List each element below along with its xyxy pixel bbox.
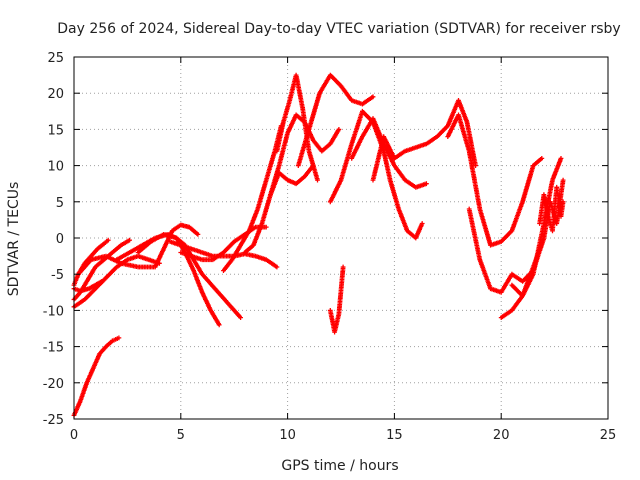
x-axis-label: GPS time / hours	[281, 458, 398, 474]
data-series-track-17	[327, 264, 346, 335]
data-series-track-08	[135, 232, 243, 320]
y-tick-label: -10	[43, 304, 64, 319]
y-tick-label: -15	[43, 341, 64, 356]
data-series-track-19	[370, 98, 478, 183]
x-tick-label: 0	[70, 428, 78, 443]
y-axis-ticks: -25 -20 -15 -10 -5 0 5 10 15 20 25	[43, 51, 608, 428]
chart-title: Day 256 of 2024, Sidereal Day-to-day VTE…	[57, 21, 620, 37]
y-tick-label: -5	[51, 268, 64, 283]
x-tick-label: 10	[279, 428, 296, 443]
y-tick-label: 5	[56, 196, 64, 211]
y-tick-label: 10	[47, 160, 64, 175]
data-series-track-21	[466, 206, 547, 295]
data-series-track-20	[445, 112, 545, 248]
y-tick-label: -20	[43, 377, 64, 392]
data-series-track-24	[537, 184, 566, 234]
data-series-track-11	[221, 123, 284, 273]
x-tick-label: 5	[177, 428, 185, 443]
y-tick-label: 0	[56, 232, 64, 247]
x-tick-label: 15	[386, 428, 403, 443]
y-axis-label: SDTVAR / TECUs	[6, 182, 22, 297]
x-tick-label: 25	[600, 428, 617, 443]
data-series-track-12	[242, 163, 316, 255]
y-tick-label: -25	[43, 413, 64, 428]
data-series-track-16	[327, 108, 425, 241]
data-layer	[71, 72, 566, 418]
y-tick-label: 20	[47, 87, 64, 102]
x-tick-label: 20	[493, 428, 510, 443]
y-tick-label: 15	[47, 123, 64, 138]
data-series-track-15	[295, 72, 376, 168]
data-series-track-01	[71, 335, 122, 418]
data-series-track-18	[349, 116, 429, 190]
y-tick-label: 25	[47, 51, 64, 66]
x-axis-ticks: 0 5 10 15 20 25	[70, 57, 616, 443]
